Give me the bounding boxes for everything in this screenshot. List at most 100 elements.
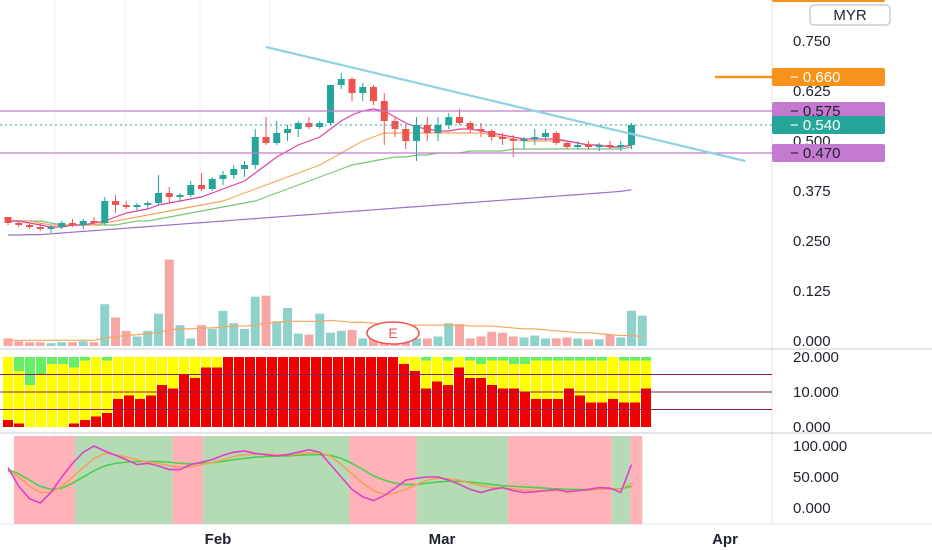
- strength-bar-red: [102, 413, 112, 427]
- stoch-tick-label: 50.000: [793, 469, 839, 486]
- price-tick-label: 0.375: [793, 183, 831, 200]
- strength-bar-yellow: [542, 360, 552, 399]
- strength-bar-red: [157, 385, 167, 427]
- strength-bar-green: [80, 357, 90, 361]
- candle-body: [466, 123, 474, 129]
- stoch-zone-red: [172, 436, 204, 524]
- volume-bar: [197, 325, 206, 346]
- volume-bar: [186, 338, 196, 346]
- volume-bar: [46, 343, 56, 346]
- indicator-lines: [7, 108, 633, 504]
- volume-bar: [89, 342, 99, 346]
- volume-bar: [3, 338, 13, 346]
- volume-bar: [594, 339, 604, 346]
- strength-bar-green: [102, 357, 112, 361]
- price-tag-level: [772, 144, 885, 162]
- strength-bar-green: [597, 357, 607, 361]
- candle-body: [176, 195, 184, 197]
- candle-body: [26, 225, 33, 227]
- candle-body: [273, 133, 281, 143]
- candle-body: [58, 223, 66, 227]
- volume-bars: E: [3, 259, 647, 346]
- strength-bar-yellow: [146, 357, 156, 396]
- strength-bar-yellow: [520, 364, 530, 392]
- candle-body: [101, 201, 109, 223]
- stoch-tick-label: 0.000: [793, 500, 831, 517]
- candle-body: [370, 87, 377, 101]
- candle-body: [552, 133, 560, 143]
- volume-bar: [143, 330, 153, 346]
- price-tag-alert: [772, 0, 885, 2]
- strength-bar-green: [531, 357, 541, 361]
- volume-bar: [455, 324, 464, 346]
- candle-body: [617, 145, 625, 147]
- strength-bar-red: [619, 402, 629, 427]
- volume-bar: [530, 335, 540, 346]
- volume-bar: [369, 336, 378, 346]
- candle-body: [563, 143, 571, 147]
- stoch-zone-red: [14, 436, 75, 524]
- candle-body: [284, 129, 291, 133]
- candle-body: [79, 221, 87, 225]
- strength-bar-yellow: [102, 360, 112, 413]
- strength-bar-green: [630, 357, 640, 361]
- candle-body: [359, 87, 367, 93]
- strength-bar-yellow: [531, 360, 541, 399]
- candle-body: [316, 123, 324, 127]
- candle-body: [251, 137, 259, 165]
- strength-bar-red: [113, 399, 123, 427]
- strength-bar-green: [586, 357, 596, 361]
- strength-bar-green: [498, 357, 508, 361]
- candle-body: [488, 131, 496, 137]
- volume-bar: [121, 330, 131, 346]
- grid-lines: [0, 0, 932, 525]
- volume-bar: [487, 331, 497, 346]
- strength-bar-green: [69, 357, 79, 368]
- strength-bar-red: [465, 378, 475, 427]
- strength-bar-red: [69, 423, 79, 427]
- strength-bar-yellow: [575, 360, 585, 396]
- strength-bar-yellow: [47, 364, 57, 427]
- volume-bar: [562, 337, 572, 346]
- time-axis-label: Apr: [712, 531, 738, 548]
- candle-body: [187, 185, 195, 195]
- strength-bar-yellow: [190, 357, 200, 378]
- strength-bar-yellow: [3, 357, 13, 420]
- candle-body: [219, 175, 227, 179]
- stoch-zone-green: [75, 436, 173, 524]
- strength-bar-red: [212, 367, 222, 427]
- candle-body: [542, 133, 549, 137]
- candle-body: [208, 179, 216, 189]
- strength-bar-red: [135, 399, 145, 427]
- strength-bar-red: [410, 371, 420, 427]
- volume-bar: [35, 342, 45, 346]
- strength-bar-yellow: [36, 374, 46, 427]
- candle-body: [4, 217, 12, 223]
- candle-body: [413, 125, 420, 141]
- price-axis[interactable]: MYR0.7500.6250.3750.2500.1250.0000.500− …: [205, 0, 891, 548]
- stoch-zone-green: [203, 436, 350, 524]
- price-tag-alert: [772, 68, 885, 86]
- volume-bar: [100, 304, 110, 346]
- candle-body: [337, 79, 345, 85]
- volume-bar: [422, 338, 432, 346]
- volume-bar: [541, 338, 550, 346]
- volume-bar: [283, 308, 292, 346]
- price-tag-label: − 0.660: [790, 69, 840, 86]
- candle-body: [36, 227, 44, 229]
- strength-bar-yellow: [14, 371, 24, 424]
- price-tick-label: 0.125: [793, 283, 831, 300]
- currency-button: [809, 4, 891, 26]
- strength-bar-red: [432, 381, 442, 427]
- strength-bars: [0, 357, 772, 427]
- candle-body: [198, 185, 205, 189]
- volume-bar: [175, 325, 185, 346]
- volume-bar: [229, 323, 239, 346]
- volume-bar: [326, 332, 335, 346]
- strength-bar-yellow: [135, 357, 145, 399]
- price-tag-price: [772, 116, 885, 134]
- strength-bar-yellow: [443, 360, 453, 385]
- volume-bar: [605, 334, 615, 346]
- candle-body: [423, 125, 431, 133]
